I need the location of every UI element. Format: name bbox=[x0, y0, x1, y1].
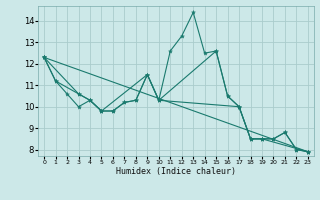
X-axis label: Humidex (Indice chaleur): Humidex (Indice chaleur) bbox=[116, 167, 236, 176]
